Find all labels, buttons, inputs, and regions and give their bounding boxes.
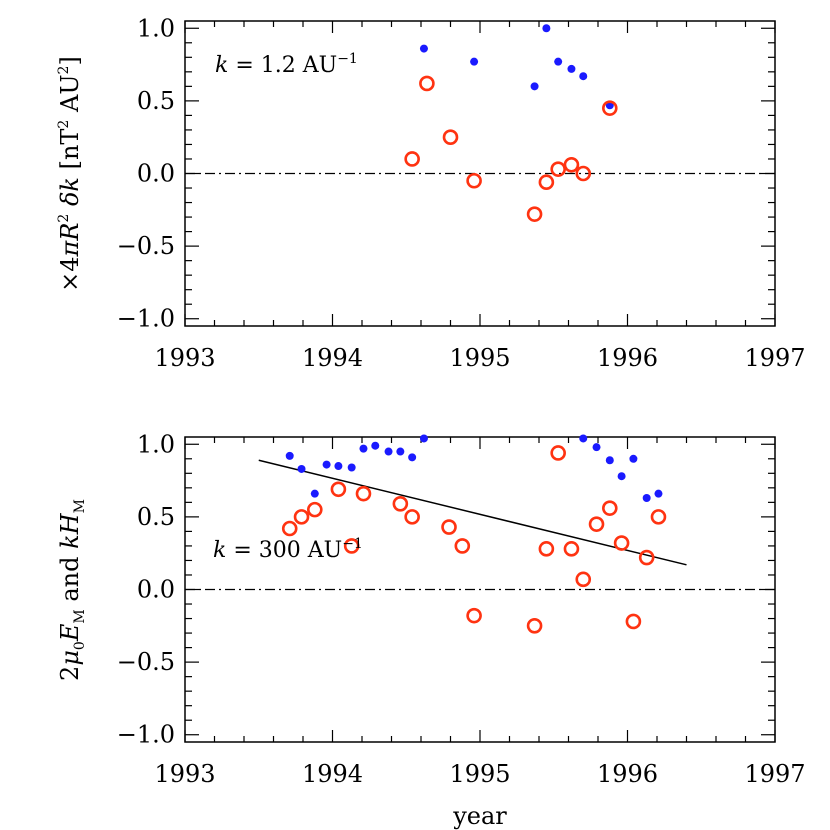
top-energy-point [554,57,563,66]
top-x-tick-label: 1995 [449,344,510,372]
bottom-energy-point [384,447,393,456]
top-y-tick-labels: 1.0 0.5 0.0 −0.5 −1.0 [117,14,175,332]
bottom-helicity-point [306,501,323,518]
top-energy-point [542,24,551,33]
bottom-ticks [184,437,776,742]
bottom-helicity-point [404,509,420,525]
bottom-energy-point [396,447,405,456]
bottom-helicity-point [538,541,555,557]
top-helicity-point [538,174,555,191]
bottom-x-tick-label: 1995 [449,760,510,788]
top-x-tick-labels: 1993 1994 1995 1996 1997 [154,344,805,372]
bottom-helicity-point [454,538,471,554]
top-energy-point [530,82,539,91]
bottom-helicity-point [550,445,566,461]
top-x-tick-label: 1993 [154,344,215,372]
bottom-y-tick-labels: 1.0 0.5 0.0 −0.5 −1.0 [117,430,175,748]
bottom-helicity-point [638,549,655,566]
bottom-helicity-point [613,535,630,551]
top-data-marks [404,24,618,222]
bottom-energy-point [371,441,380,450]
bottom-y-tick-label: 1.0 [137,430,175,458]
bottom-energy-point [310,489,319,498]
bottom-y-tick-label: −1.0 [117,721,175,749]
top-y-tick-label: −1.0 [117,305,175,333]
bottom-energy-point [642,494,651,502]
top-y-axis-label: ×4πR2 δk [nT2 AU2] [56,56,84,292]
bottom-y-tick-label: −0.5 [117,648,175,676]
top-helicity-point [526,206,543,222]
bottom-helicity-point [441,519,457,535]
bottom-energy-point [347,463,356,472]
bottom-energy-point [297,464,306,473]
top-helicity-point [601,100,618,116]
bottom-helicity-point [343,538,360,554]
top-energy-point [470,57,479,66]
bottom-helicity-point [588,516,605,532]
bottom-x-tick-label: 1996 [597,760,658,788]
bottom-helicity-point [575,571,592,588]
top-y-tick-label: −0.5 [117,232,175,260]
bottom-y-axis-label: 2μ0EM and kHM [56,499,88,681]
bottom-helicity-point [392,496,409,512]
bottom-data-marks [281,434,667,634]
bottom-energy-point [408,453,417,462]
bottom-energy-point [617,472,626,481]
bottom-panel: 1993 1994 1995 1996 1997 1.0 0.5 0.0 −0.5 −1.0 k… [56,430,806,830]
top-energy-point [579,72,588,81]
bottom-energy-point [605,456,614,465]
bottom-helicity-point [563,541,580,557]
top-k-annotation: k = 1.2 AU−1 [215,51,358,78]
bottom-helicity-point [466,607,482,624]
bottom-x-tick-label: 1993 [154,760,215,788]
top-energy-point [419,44,428,53]
bottom-k-annotation: k = 300 AU−1 [213,536,363,563]
top-helicity-point [563,156,580,173]
bottom-energy-point [359,444,368,453]
bottom-energy-point [419,434,428,443]
bottom-helicity-point [601,500,618,516]
top-helicity-point [550,161,566,177]
top-x-tick-label: 1994 [302,344,363,372]
bottom-energy-point [322,460,331,469]
top-y-tick-label: 0.0 [137,160,175,188]
top-energy-point [567,64,576,73]
bottom-x-tick-label: 1994 [302,760,363,788]
bottom-y-tick-label: 0.0 [137,576,175,604]
bottom-x-tick-label: 1997 [744,760,805,788]
bottom-helicity-point [293,509,310,525]
bottom-energy-point [654,489,663,498]
bottom-helicity-point [526,618,543,634]
bottom-helicity-point [650,509,667,525]
bottom-helicity-point [330,481,347,498]
bottom-energy-point [285,451,294,460]
bottom-energy-point [334,462,343,471]
top-x-tick-label: 1996 [597,344,658,372]
top-helicity-point [419,75,435,92]
top-helicity-point [466,172,482,189]
top-y-tick-label: 0.5 [137,87,175,115]
bottom-helicity-point [355,485,372,502]
bottom-x-tick-labels: 1993 1994 1995 1996 1997 [154,760,805,788]
bottom-energy-point [629,454,638,463]
x-axis-label: year [452,802,507,830]
bottom-energy-point [579,434,588,443]
top-helicity-point [575,165,592,182]
top-ticks [184,21,776,326]
top-y-tick-label: 1.0 [137,14,175,42]
bottom-helicity-point [281,520,298,537]
top-panel: 1993 1994 1995 1996 1997 1.0 0.5 0.0 −0.5 −1.0 k… [56,14,806,372]
bottom-energy-point [592,443,601,452]
top-x-tick-label: 1997 [744,344,805,372]
top-helicity-point [442,129,459,145]
bottom-y-tick-label: 0.5 [137,503,175,531]
top-helicity-point [404,151,420,167]
bottom-helicity-point [625,613,642,630]
